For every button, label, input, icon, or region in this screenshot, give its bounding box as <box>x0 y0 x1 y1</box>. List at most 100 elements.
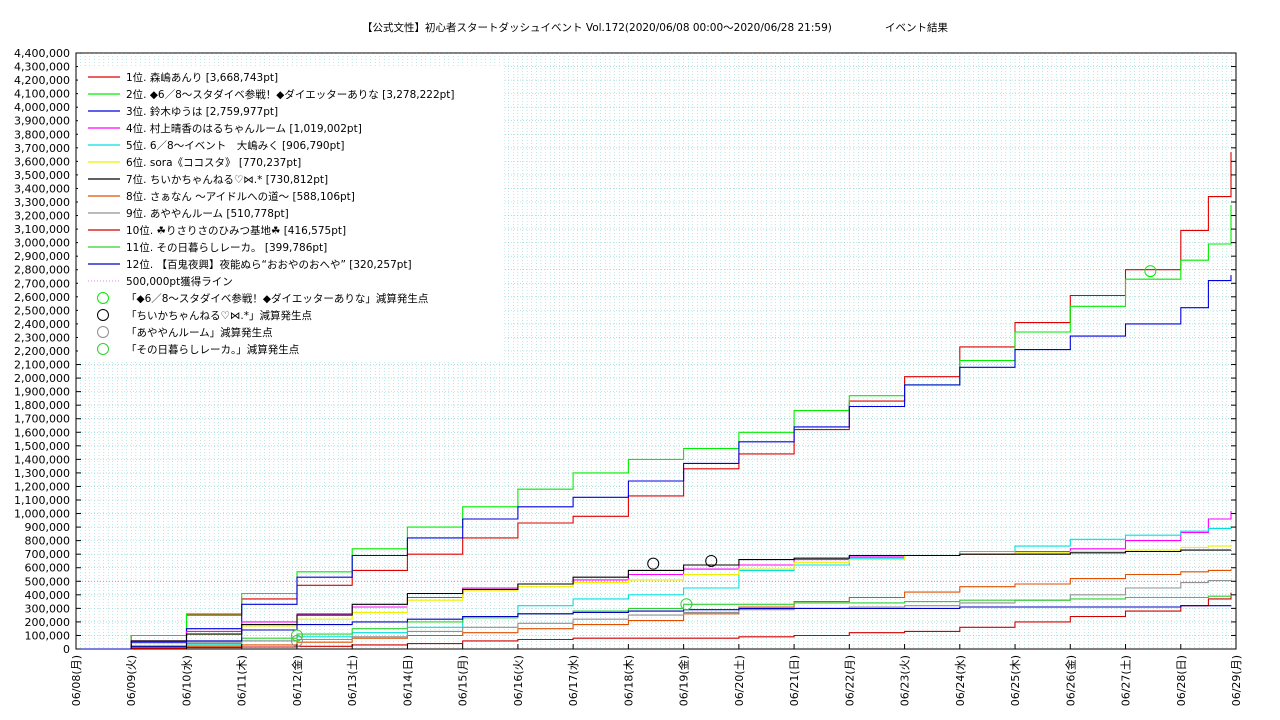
y-tick-label: 2,900,000 <box>14 250 70 263</box>
x-tick-label: 06/09(火) <box>125 655 138 706</box>
y-tick-label: 300,000 <box>25 602 71 615</box>
deduction-marker-1 <box>1144 265 1157 278</box>
y-tick-label: 1,700,000 <box>14 413 70 426</box>
x-tick-label: 06/12(金) <box>290 655 304 706</box>
x-tick-label: 06/29(月) <box>1230 655 1243 706</box>
deduction-marker-2 <box>705 554 718 567</box>
y-tick-label: 2,300,000 <box>14 331 70 344</box>
legend-label-4: 4位. 村上晴香のはるちゃんルーム [1,019,002pt] <box>126 122 362 135</box>
series-line-9 <box>76 579 1232 650</box>
x-tick-label: 06/27(土) <box>1120 655 1133 706</box>
legend-label-1: 1位. 森嶋あんり [3,668,743pt] <box>126 71 278 84</box>
y-tick-label: 1,900,000 <box>14 386 70 399</box>
y-tick-label: 4,400,000 <box>14 47 70 60</box>
y-tick-label: 1,500,000 <box>14 440 70 453</box>
y-tick-label: 1,800,000 <box>14 399 70 412</box>
x-tick-label: 06/20(土) <box>733 655 746 706</box>
y-tick-label: 800,000 <box>25 535 71 548</box>
x-tick-label: 06/11(木) <box>236 655 249 706</box>
y-tick-label: 1,100,000 <box>14 494 70 507</box>
legend-marker-1 <box>97 292 109 304</box>
y-tick-label: 3,500,000 <box>14 169 70 182</box>
y-tick-label: 400,000 <box>25 589 71 602</box>
series-line-7 <box>76 549 1232 650</box>
legend-marker-label-1: 「◆6／8～スタダイベ参戦！◆ダイエッターありな」減算発生点 <box>126 292 428 305</box>
legend-label-reference: 500,000pt獲得ライン <box>126 275 233 288</box>
y-tick-label: 2,600,000 <box>14 291 70 304</box>
legend-label-3: 3位. 鈴木ゆうは [2,759,977pt] <box>126 105 278 118</box>
deduction-marker-4 <box>680 598 693 611</box>
y-tick-label: 3,100,000 <box>14 223 70 236</box>
y-tick-label: 1,600,000 <box>14 426 70 439</box>
plot-area <box>76 152 1236 650</box>
x-tick-label: 06/23(火) <box>899 655 912 706</box>
legend-label-6: 6位. sora《ココスタ》 [770,237pt] <box>126 156 301 169</box>
legend-label-11: 11位. その日暮らしレーカ。 [399,786pt] <box>126 241 327 254</box>
legend-label-2: 2位. ◆6／8～スタダイベ参戦！◆ダイエッターありな [3,278,222pt… <box>126 88 455 101</box>
y-axis: 0100,000200,000300,000400,000500,000600,… <box>14 47 1236 656</box>
deduction-marker-2 <box>647 557 660 570</box>
chart-title: 【公式文性】初心者スタートダッシュイベント Vol.172(2020/06/08… <box>362 21 832 34</box>
y-tick-label: 2,000,000 <box>14 372 70 385</box>
x-tick-label: 06/28(日) <box>1175 655 1188 706</box>
y-tick-label: 600,000 <box>25 562 71 575</box>
legend-marker-3 <box>97 326 109 338</box>
legend-box <box>78 66 504 362</box>
y-tick-label: 2,200,000 <box>14 345 70 358</box>
series-line-11 <box>76 594 1232 650</box>
y-tick-label: 3,800,000 <box>14 128 70 141</box>
y-tick-label: 4,300,000 <box>14 61 70 74</box>
y-tick-label: 3,700,000 <box>14 142 70 155</box>
y-tick-label: 2,400,000 <box>14 318 70 331</box>
y-tick-label: 900,000 <box>25 521 71 534</box>
legend-label-5: 5位. 6／8～イベント 大嶋みく [906,790pt] <box>126 139 344 152</box>
y-tick-label: 2,100,000 <box>14 359 70 372</box>
series-line-3 <box>76 275 1232 650</box>
x-tick-label: 06/24(水) <box>954 655 967 706</box>
legend-marker-label-2: 「ちいかちゃんねる♡⋈.*」減算発生点 <box>126 309 312 322</box>
y-tick-label: 4,000,000 <box>14 101 70 114</box>
y-tick-label: 1,300,000 <box>14 467 70 480</box>
y-tick-label: 2,500,000 <box>14 304 70 317</box>
chart-subtitle: イベント結果 <box>885 21 948 34</box>
y-tick-label: 3,900,000 <box>14 115 70 128</box>
legend-marker-4 <box>97 343 109 355</box>
y-tick-label: 4,200,000 <box>14 74 70 87</box>
legend: 1位. 森嶋あんり [3,668,743pt] 2位. ◆6／8～スタダイベ参戦！… <box>78 66 504 362</box>
y-tick-label: 1,000,000 <box>14 508 70 521</box>
y-tick-label: 3,000,000 <box>14 237 70 250</box>
y-tick-label: 500,000 <box>25 575 71 588</box>
legend-marker-2 <box>97 309 109 321</box>
x-tick-label: 06/13(土) <box>346 655 359 706</box>
x-tick-label: 06/14(日) <box>401 655 414 706</box>
x-tick-label: 06/25(木) <box>1009 655 1022 706</box>
series-line-12 <box>76 605 1232 650</box>
x-tick-label: 06/08(月) <box>70 655 83 706</box>
y-tick-label: 200,000 <box>25 616 71 629</box>
legend-label-10: 10位. ☘りさりさのひみつ基地☘ [416,575pt] <box>126 224 346 237</box>
x-tick-label: 06/22(月) <box>843 655 856 706</box>
y-tick-label: 3,200,000 <box>14 210 70 223</box>
y-tick-label: 2,700,000 <box>14 277 70 290</box>
y-tick-label: 0 <box>63 643 70 656</box>
x-axis: 06/08(月) 06/09(火) 06/10(水) 06/11(木) 06/12(金)… <box>70 644 1243 706</box>
y-tick-label: 4,100,000 <box>14 88 70 101</box>
legend-label-12: 12位. 【百鬼夜興】夜能ぬら“おおやのおへや” [320,257pt] <box>126 258 412 271</box>
legend-label-8: 8位. さぁなん ～アイドルへの道～ [588,106pt] <box>126 190 355 203</box>
x-tick-label: 06/18(木) <box>622 655 635 706</box>
legend-marker-label-4: 「その日暮らしレーカ。」減算発生点 <box>126 343 299 356</box>
y-tick-label: 3,400,000 <box>14 182 70 195</box>
y-tick-label: 1,400,000 <box>14 453 70 466</box>
legend-label-9: 9位. あややんルーム [510,778pt] <box>126 207 289 220</box>
y-tick-label: 1,200,000 <box>14 480 70 493</box>
y-tick-label: 3,600,000 <box>14 155 70 168</box>
x-tick-label: 06/21(日) <box>788 655 801 706</box>
x-tick-label: 06/19(金) <box>677 655 691 706</box>
deduction-marker-4 <box>290 629 303 642</box>
x-tick-label: 06/10(水) <box>180 655 193 706</box>
x-tick-label: 06/17(水) <box>567 655 580 706</box>
x-tick-label: 06/15(月) <box>457 655 470 706</box>
y-tick-label: 700,000 <box>25 548 71 561</box>
legend-label-7: 7位. ちいかちゃんねる♡⋈.* [730,812pt] <box>126 173 328 186</box>
